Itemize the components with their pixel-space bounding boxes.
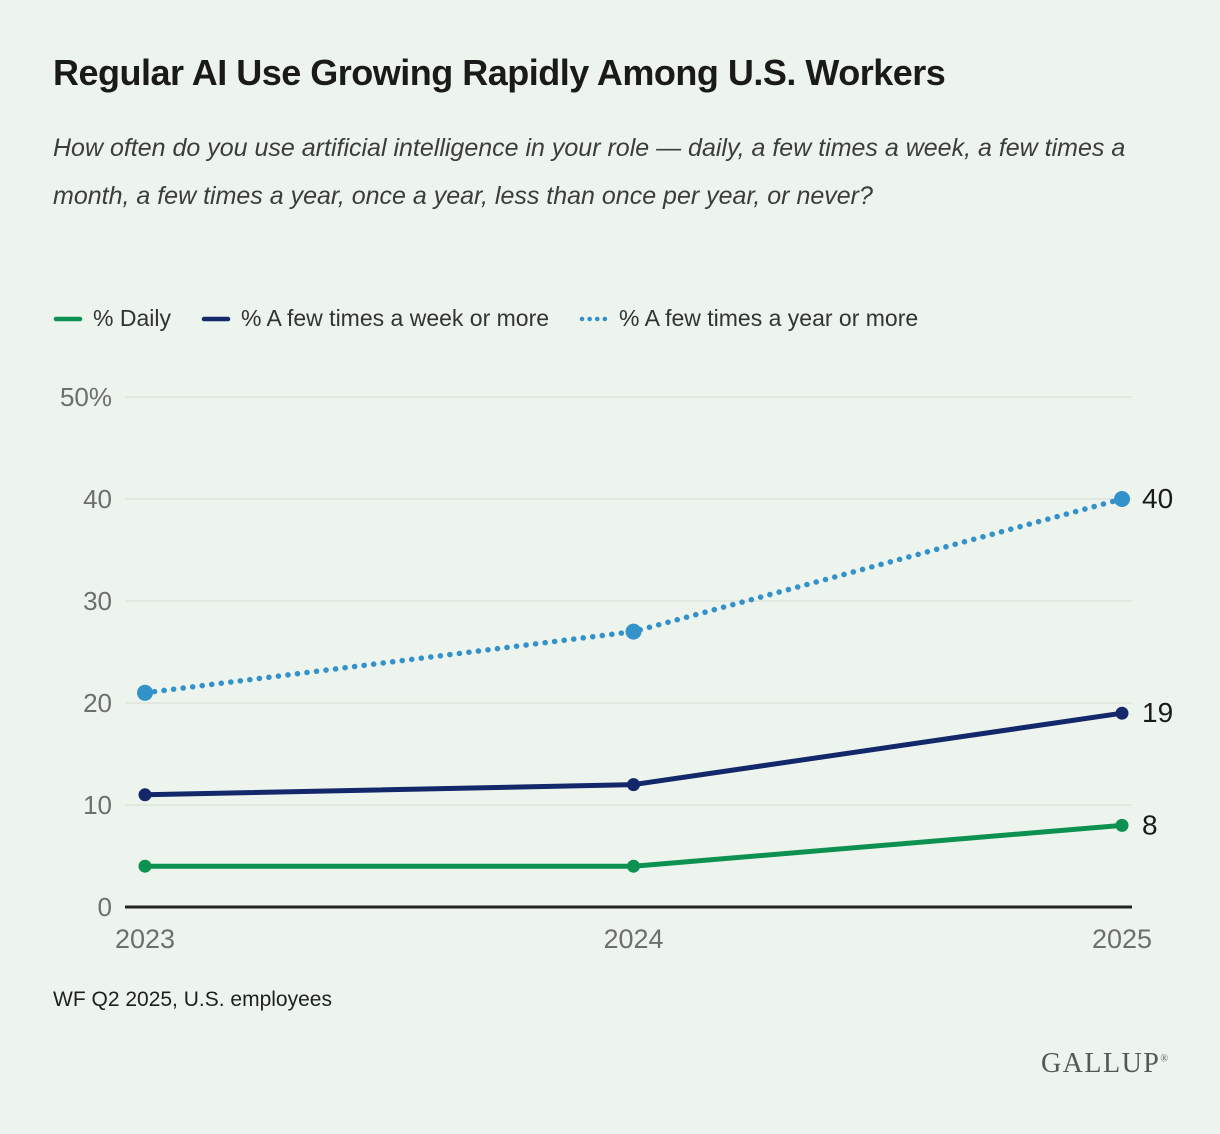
legend: % Daily % A few times a week or more % A f… (53, 305, 918, 332)
legend-item: % A few times a year or more (579, 305, 918, 332)
data-point (1114, 491, 1130, 507)
y-tick-label: 20 (83, 688, 112, 718)
registered-mark: ® (1160, 1053, 1168, 1065)
gallup-logo: GALLUP® (1041, 1048, 1168, 1080)
legend-swatch-dotted-icon (579, 316, 609, 321)
legend-swatch-line-icon (53, 316, 83, 321)
data-point (1115, 706, 1129, 720)
data-point (137, 684, 153, 701)
data-point (627, 859, 640, 873)
series-line (142, 822, 1125, 869)
series-end-label: 19 (1142, 697, 1173, 728)
series-line (142, 710, 1125, 798)
x-tick-label: 2025 (1092, 924, 1152, 954)
data-point (627, 778, 640, 792)
series-line (142, 496, 1125, 696)
legend-label: % A few times a year or more (619, 305, 919, 331)
legend-item: % Daily (53, 305, 171, 332)
data-point (1115, 818, 1129, 832)
gallup-logo-text: GALLUP (1040, 1048, 1161, 1079)
series-end-label: 40 (1142, 483, 1173, 514)
y-tick-label: 50% (60, 382, 112, 412)
y-tick-label: 0 (98, 892, 112, 922)
y-tick-label: 30 (83, 586, 112, 616)
chart-title: Regular AI Use Growing Rapidly Among U.S… (53, 52, 946, 93)
y-tick-label: 10 (83, 790, 112, 820)
footnote: WF Q2 2025, U.S. employees (53, 988, 332, 1011)
data-point (138, 788, 152, 802)
legend-item: % A few times a week or more (201, 305, 549, 332)
legend-label: % A few times a week or more (240, 305, 550, 331)
data-point (138, 859, 152, 873)
x-tick-label: 2023 (115, 924, 175, 954)
legend-label: % Daily (93, 305, 171, 331)
legend-swatch-line-icon (201, 316, 231, 321)
chart-subtitle: How often do you use artificial intellig… (53, 134, 1126, 210)
data-point (625, 623, 642, 640)
x-tick-label: 2024 (603, 924, 663, 954)
series-end-label: 8 (1142, 809, 1158, 840)
y-tick-label: 40 (83, 484, 112, 514)
